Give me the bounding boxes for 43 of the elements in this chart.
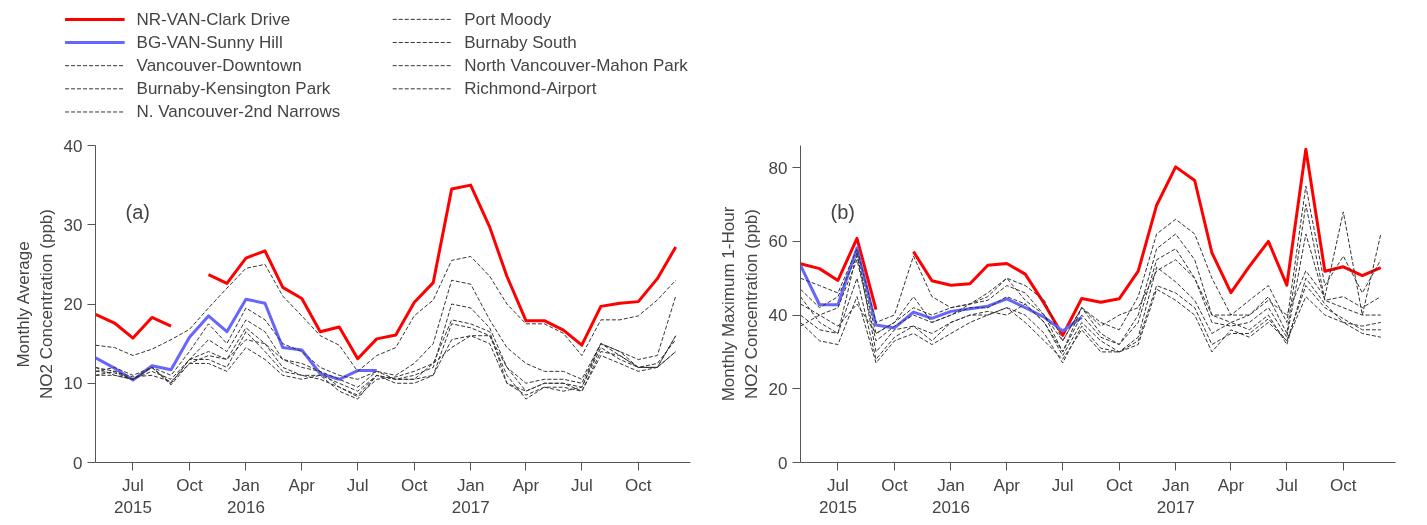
legend-label: N. Vancouver-2nd Narrows — [136, 102, 341, 122]
x-tick-label: Oct — [400, 475, 428, 495]
x-tick-label: Jul — [1051, 475, 1074, 495]
legend-label: Port Moody — [464, 9, 552, 29]
y-tick-label: 0 — [778, 453, 788, 473]
x-tick-label: Jan 2017 — [451, 475, 490, 518]
y-axis-title: Monthly Maximum 1-Hour NO2 Concentration (ppb) — [718, 206, 761, 402]
x-tick-label: Jul — [1275, 475, 1298, 495]
x-tick-label: Jan 2016 — [227, 475, 265, 518]
y-tick-label: 60 — [768, 232, 788, 252]
x-tick-label: Jan 2016 — [932, 475, 970, 518]
y-tick-label: 30 — [63, 215, 83, 235]
y-tick-label: 40 — [63, 136, 83, 156]
x-tick-label: Apr — [993, 475, 1021, 495]
x-tick-label: Jul 2015 — [114, 475, 152, 518]
legend-label: North Vancouver-Mahon Park — [464, 56, 689, 76]
y-axis-title: Monthly Average NO2 Concentration (ppb) — [13, 209, 56, 399]
x-tick-label: Oct — [1105, 475, 1133, 495]
y-tick-label: 40 — [768, 306, 788, 326]
x-tick-label: Jul — [570, 475, 593, 495]
y-tick-label: 20 — [768, 379, 788, 399]
x-tick-label: Jul — [346, 475, 369, 495]
x-tick-label: Jul 2015 — [819, 475, 857, 518]
x-tick-label: Oct — [176, 475, 203, 495]
x-tick-label: Apr — [512, 475, 540, 495]
x-tick-label: Oct — [1330, 475, 1357, 495]
annotation: (b) — [830, 200, 855, 223]
y-tick-label: 0 — [73, 453, 83, 473]
legend-label: Burnaby-Kensington Park — [136, 79, 331, 99]
legend-label: NR-VAN-Clark Drive — [136, 9, 291, 29]
x-tick-label: Jan 2017 — [1156, 475, 1195, 518]
y-tick-label: 20 — [63, 295, 83, 314]
legend-label: BG-VAN-Sunny Hill — [136, 33, 283, 53]
y-tick-label: 80 — [768, 158, 788, 178]
x-tick-label: Oct — [881, 475, 908, 495]
legend-label: Burnaby South — [464, 33, 577, 53]
x-tick-label: Oct — [625, 475, 652, 495]
x-tick-label: Apr — [1217, 475, 1245, 495]
y-tick-label: 10 — [63, 374, 83, 394]
legend-label: Richmond-Airport — [464, 79, 597, 99]
legend-label: Vancouver-Downtown — [136, 56, 302, 76]
x-tick-label: Apr — [288, 475, 316, 495]
annotation: (a) — [125, 200, 150, 223]
